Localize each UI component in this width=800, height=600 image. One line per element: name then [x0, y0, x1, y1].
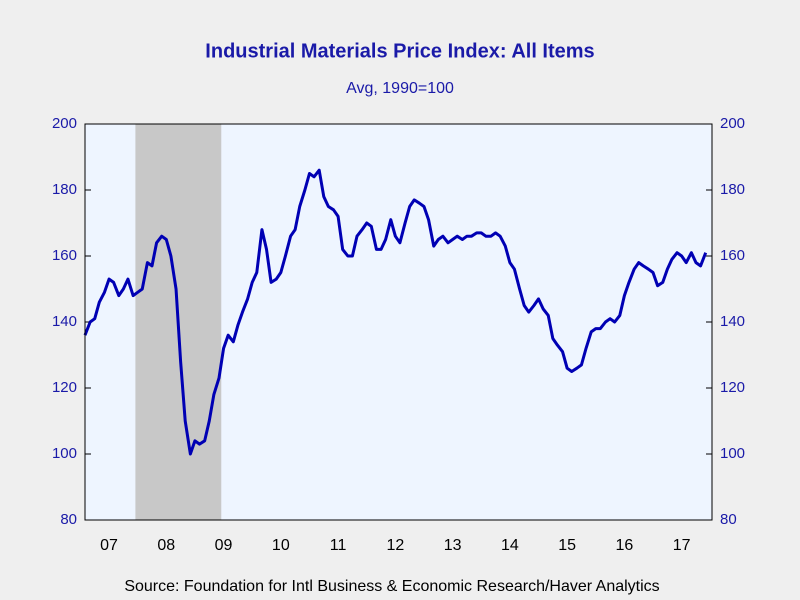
y-tick-label: 200	[52, 115, 77, 132]
x-tick-label: 16	[615, 537, 633, 554]
x-tick-label: 11	[330, 537, 347, 554]
x-tick-label: 15	[558, 537, 576, 554]
y-tick-label: 100	[52, 445, 77, 462]
y2-tick-label: 140	[720, 313, 745, 330]
y-tick-label: 80	[60, 511, 77, 528]
x-tick-label: 12	[386, 537, 404, 554]
data-line	[83, 168, 708, 456]
chart-title: Industrial Materials Price Index: All It…	[205, 40, 594, 62]
x-tick-label: 10	[272, 537, 290, 554]
x-tick-label: 09	[215, 537, 233, 554]
y-tick-label: 160	[52, 247, 77, 264]
x-tick-label: 07	[100, 537, 118, 554]
x-tick-label: 08	[157, 537, 175, 554]
x-tick-label: 13	[444, 537, 462, 554]
chart-subtitle: Avg, 1990=100	[346, 80, 454, 97]
y-tick-label: 120	[52, 379, 77, 396]
x-tick-label: 14	[501, 537, 519, 554]
source-note: Source: Foundation for Intl Business & E…	[124, 578, 659, 595]
y2-tick-label: 120	[720, 379, 745, 396]
plot-border	[84, 123, 713, 521]
y2-tick-label: 100	[720, 445, 745, 462]
y2-tick-label: 180	[720, 181, 745, 198]
y-tick-label: 180	[52, 181, 77, 198]
y2-tick-label: 200	[720, 115, 745, 132]
y2-tick-label: 80	[720, 511, 737, 528]
x-tick-label: 17	[673, 537, 691, 554]
y2-tick-label: 160	[720, 247, 745, 264]
y-tick-label: 140	[52, 313, 77, 330]
